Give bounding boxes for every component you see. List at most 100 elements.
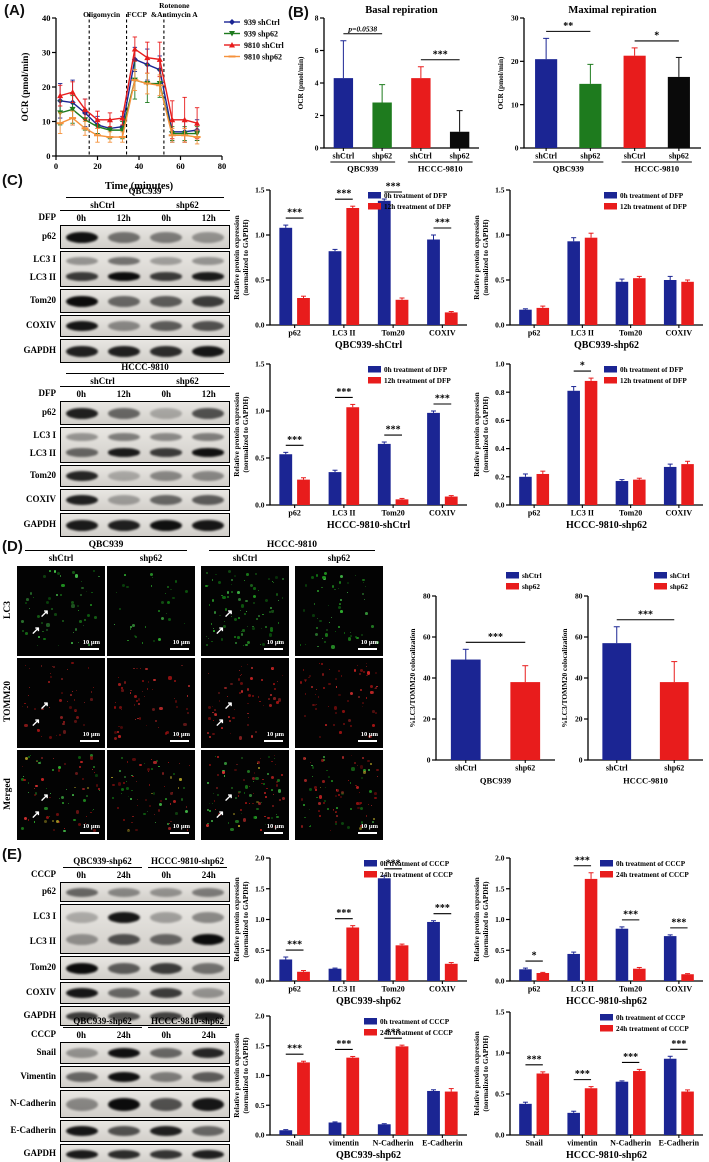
- x-category-label: shp62: [515, 764, 535, 773]
- blot-band: [192, 448, 224, 457]
- sig-label: *: [580, 361, 585, 372]
- sig-label: ***: [287, 435, 302, 446]
- legend-label: 24h treatment of CCCP: [380, 871, 453, 879]
- sig-label: ***: [287, 208, 302, 219]
- blot-row-label: COXIV: [25, 320, 56, 331]
- pointer-arrow-icon: ↗: [31, 624, 41, 637]
- blot-strip: [60, 1120, 230, 1142]
- blot-band: [192, 295, 224, 307]
- blot-strip: [60, 465, 230, 487]
- y-tick-label: 0.5: [255, 276, 265, 285]
- legend-label: 12h treatment of DFP: [620, 203, 687, 211]
- blot-band: [108, 432, 140, 441]
- y-tick-label: 0.5: [495, 1090, 505, 1099]
- y-tick-label: 1.0: [255, 1071, 265, 1080]
- panel-label-c: (C): [2, 172, 23, 189]
- blot-shp62-cccp-mitophagy: QBC939-shp62 HCCC-9810-shp62 CCCP 0h 24h 0h 24…: [6, 856, 230, 1026]
- blot-band: [150, 1048, 182, 1058]
- y-tick-label: 1.5: [255, 1041, 265, 1050]
- blot-strip: [60, 339, 230, 363]
- chart-hccc9810-shp62-cccp: 0.0 0.5 1.0 1.5 2.0 Relative protein expressi…: [472, 850, 708, 1008]
- bar: [681, 281, 694, 325]
- pointer-arrow-icon: ↗: [31, 716, 41, 729]
- blot-band: [66, 432, 98, 441]
- blot-row-label: COXIV: [25, 494, 56, 505]
- group-label: QBC939: [553, 164, 584, 174]
- svg-hccc9810-shp62-cccp: 0.0 0.5 1.0 1.5 2.0 Relative protein expressi…: [472, 854, 703, 1007]
- blot-group-header: QBC939-shp62: [63, 1016, 142, 1028]
- bar: [615, 928, 629, 981]
- pointer-arrow-icon: ↗: [215, 716, 225, 729]
- x-axis-title: HCCC-9810-shp62: [566, 1150, 647, 1161]
- y-tick-label: 0: [46, 151, 50, 161]
- bar: [567, 241, 580, 325]
- scale-bar-label: 10 μm: [266, 823, 284, 830]
- legend-label: 9810 shCtrl: [244, 41, 285, 50]
- blot-strip: [60, 401, 230, 425]
- legend-swatch: [506, 572, 519, 579]
- blot-row-label: GAPDH: [23, 1010, 57, 1021]
- svg-qbc939-shp62-cccp: 0.0 0.5 1.0 1.5 2.0 Relative protein expressi…: [232, 854, 467, 1007]
- blot-band: [108, 1126, 140, 1136]
- blot-hccc9810-dfp: HCCC-9810 shCtrl shp62 DFP 0h 12h 0h 12h p62 LC3 …: [6, 362, 230, 537]
- x-axis-title: QBC939-shp62: [336, 996, 401, 1007]
- blot-strip: [60, 904, 230, 954]
- legend-swatch: [368, 377, 381, 384]
- micro-col-label: shCtrl: [48, 553, 74, 563]
- blot-row-label: Tom20: [29, 470, 56, 481]
- bar: [372, 102, 392, 148]
- sig-label: ***: [671, 1039, 686, 1050]
- blot-band: [192, 1126, 224, 1136]
- x-axis-title: QBC939-shp62: [336, 1150, 401, 1161]
- marker: [229, 42, 235, 48]
- bar: [567, 953, 580, 981]
- x-category-label: Snail: [525, 1139, 543, 1148]
- blot-band: [108, 1011, 140, 1021]
- bar: [395, 499, 409, 505]
- blot-band: [192, 911, 224, 923]
- legend-label: 0h treatment of DFP: [620, 366, 684, 374]
- y-tick-label: 1.5: [495, 884, 505, 893]
- blot-band: [192, 962, 224, 974]
- blot-band: [150, 272, 182, 281]
- blot-row-label: GAPDH: [23, 1148, 57, 1159]
- sig-label: ***: [386, 182, 401, 193]
- blot-band: [108, 887, 140, 897]
- bar: [377, 200, 391, 325]
- pointer-arrow-icon: ↗: [223, 608, 234, 621]
- blot-band: [150, 911, 182, 923]
- scale-bar: [358, 832, 377, 834]
- y-tick-label: 0.5: [495, 946, 505, 955]
- blot-band: [150, 495, 182, 505]
- legend-label: 24h treatment of CCCP: [616, 871, 689, 879]
- blot-strip: [60, 225, 230, 249]
- bar: [567, 390, 580, 505]
- blot-band: [66, 1149, 98, 1159]
- bar: [297, 1062, 310, 1135]
- scale-bar-label: 10 μm: [266, 731, 284, 738]
- y-tick-label: 0.8: [495, 388, 505, 397]
- marker: [106, 127, 113, 134]
- legend-label: 12h treatment of DFP: [384, 377, 451, 385]
- y-tick-label: 1.0: [495, 231, 505, 240]
- panel-label-e: (E): [2, 846, 22, 863]
- svg-hccc9810-shp62-dfp: 0.0 0.2 0.4 0.6 0.8 1.0 Relative protein expre…: [472, 360, 703, 531]
- pointer-arrow-icon: ↗: [31, 808, 41, 821]
- legend-label: 0h treatment of CCCP: [380, 1018, 450, 1026]
- blot-row-label: CCCP: [31, 869, 56, 880]
- blot-band: [150, 887, 182, 897]
- y-axis-label: (normalized to GAPDH): [481, 219, 490, 296]
- marker: [229, 31, 235, 37]
- bar: [584, 380, 598, 505]
- legend-swatch: [600, 871, 613, 878]
- marker: [106, 116, 113, 123]
- blot-qbc939-dfp: QBC939 shCtrl shp62 DFP 0h 12h 0h 12h p62 LC3 I LC…: [6, 186, 230, 363]
- micro-group-header: QBC939: [25, 540, 187, 551]
- blot-row-label: CCCP: [31, 1029, 56, 1040]
- blot-band: [150, 345, 182, 357]
- blot-row-label: LC3 I LC3 II: [29, 910, 56, 946]
- legend-swatch: [654, 572, 667, 579]
- x-axis-title: HCCC-9810-shp62: [566, 996, 647, 1007]
- blot-lane-label: 0h: [161, 213, 171, 223]
